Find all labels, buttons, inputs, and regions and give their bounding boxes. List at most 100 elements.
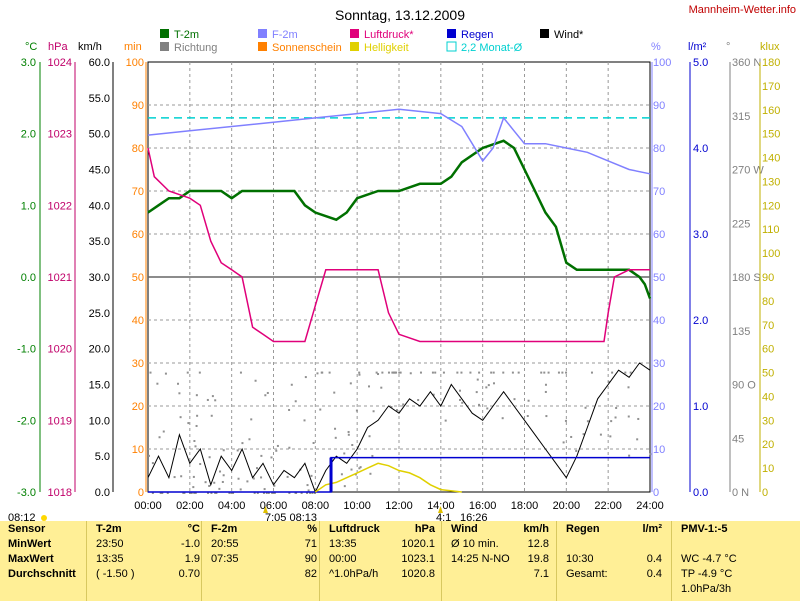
- dawn-marker: [263, 506, 268, 513]
- axis-tick-rain: 5.0: [693, 57, 708, 69]
- axis-tick-humidity: 30: [653, 358, 665, 370]
- legend-swatch: [350, 42, 359, 51]
- axis-tick-wind: 5.0: [95, 451, 110, 463]
- direction-dot: [431, 371, 434, 374]
- axis-tick-pressure: 1019: [48, 415, 72, 427]
- weather-chart: Sonntag, 13.12.2009 Mannheim-Wetter.info T…: [8, 4, 796, 521]
- direction-dot: [390, 406, 393, 409]
- direction-dot: [347, 430, 350, 433]
- series-line-1: [147, 108, 651, 175]
- direction-dot: [193, 440, 196, 443]
- axis-tick-temp: 2.0: [21, 129, 36, 141]
- direction-dot: [492, 371, 495, 374]
- stats-cell: 00:00: [329, 553, 357, 565]
- direction-dot: [194, 492, 197, 494]
- direction-dot: [434, 371, 437, 374]
- direction-dot: [288, 446, 291, 449]
- axis-tick-lux: 160: [762, 105, 780, 117]
- legend-label: Wind*: [554, 29, 584, 41]
- axis-tick-wind: 20.0: [89, 344, 110, 356]
- axis-tick-direction: 225: [732, 218, 750, 230]
- direction-dot: [395, 409, 398, 412]
- direction-dot: [628, 454, 631, 457]
- stats-cell: 1.0hPa/3h: [681, 583, 732, 595]
- axis-tick-sun: 100: [126, 57, 144, 69]
- direction-dot: [190, 492, 193, 494]
- legend-label: Helligkeit: [364, 42, 409, 54]
- direction-dot: [294, 400, 297, 403]
- direction-dot: [375, 371, 378, 374]
- stats-cell: 1020.8: [401, 568, 435, 580]
- direction-dot: [264, 394, 267, 397]
- axis-tick-sun: 60: [132, 229, 144, 241]
- direction-dot: [236, 449, 239, 452]
- stats-cell: 23:50: [96, 538, 124, 550]
- direction-dot: [611, 371, 614, 374]
- direction-dot: [419, 371, 422, 374]
- axis-tick-humidity: 50: [653, 272, 665, 284]
- axis-unit-temp: °C: [25, 41, 37, 53]
- stats-cell: F-2m: [211, 523, 238, 535]
- direction-dot: [222, 474, 225, 477]
- axis-tick-temp: 1.0: [21, 200, 36, 212]
- direction-dot: [309, 492, 312, 494]
- stats-cell: 82: [304, 568, 317, 580]
- direction-dot: [161, 492, 164, 494]
- time-tick: 02:00: [176, 500, 204, 512]
- stats-cell: 0.4: [646, 568, 662, 580]
- direction-dot: [610, 420, 613, 423]
- time-tick: 16:00: [469, 500, 497, 512]
- axis-tick-lux: 30: [762, 415, 774, 427]
- direction-dot: [543, 371, 546, 374]
- axis-tick-wind: 40.0: [89, 200, 110, 212]
- stats-cell: 71: [304, 538, 317, 550]
- direction-dot: [178, 392, 181, 395]
- direction-dot: [221, 480, 224, 483]
- site-name: Mannheim-Wetter.info: [689, 4, 796, 16]
- direction-dot: [387, 371, 390, 374]
- legend-label: Regen: [461, 29, 493, 41]
- direction-dot: [195, 394, 198, 397]
- direction-dot: [511, 371, 514, 374]
- stats-cell: °C: [187, 523, 200, 535]
- direction-dot: [476, 378, 479, 381]
- legend-label: T-2m: [174, 29, 199, 41]
- axis-tick-pressure: 1023: [48, 129, 72, 141]
- direction-dot: [182, 492, 185, 494]
- direction-dot: [540, 371, 543, 374]
- direction-dot: [214, 399, 217, 402]
- direction-dot: [547, 371, 550, 374]
- stats-cell: 14:25 N-NO: [451, 553, 510, 565]
- direction-dot: [162, 430, 165, 433]
- direction-dot: [343, 452, 346, 455]
- direction-dot: [564, 419, 567, 422]
- axis-tick-lux: 180: [762, 57, 780, 69]
- direction-dot: [487, 384, 490, 387]
- direction-dot: [207, 492, 210, 494]
- direction-dot: [183, 492, 186, 494]
- direction-dot: [527, 399, 530, 402]
- direction-dot: [262, 492, 265, 494]
- direction-dot: [313, 492, 316, 494]
- direction-dot: [319, 408, 322, 411]
- stats-cell: TP -4.9 °C: [681, 568, 733, 580]
- time-tick: 20:00: [553, 500, 581, 512]
- axis-tick-humidity: 90: [653, 100, 665, 112]
- axis-tick-pressure: 1021: [48, 272, 72, 284]
- axis-tick-temp: -3.0: [17, 487, 36, 499]
- direction-dot: [614, 416, 617, 419]
- axis-tick-sun: 30: [132, 358, 144, 370]
- axis-tick-sun: 40: [132, 315, 144, 327]
- axis-tick-wind: 30.0: [89, 272, 110, 284]
- direction-dot: [192, 486, 195, 489]
- direction-dot: [381, 371, 384, 374]
- direction-dot: [273, 492, 276, 494]
- direction-dot: [492, 382, 495, 385]
- time-tick: 24:00: [636, 500, 664, 512]
- direction-dot: [544, 390, 547, 393]
- direction-dot: [213, 481, 216, 484]
- direction-dot: [544, 383, 547, 386]
- axis-tick-wind: 35.0: [89, 236, 110, 248]
- legend-swatch: [258, 29, 267, 38]
- axis-tick-direction: 360 N: [732, 57, 761, 69]
